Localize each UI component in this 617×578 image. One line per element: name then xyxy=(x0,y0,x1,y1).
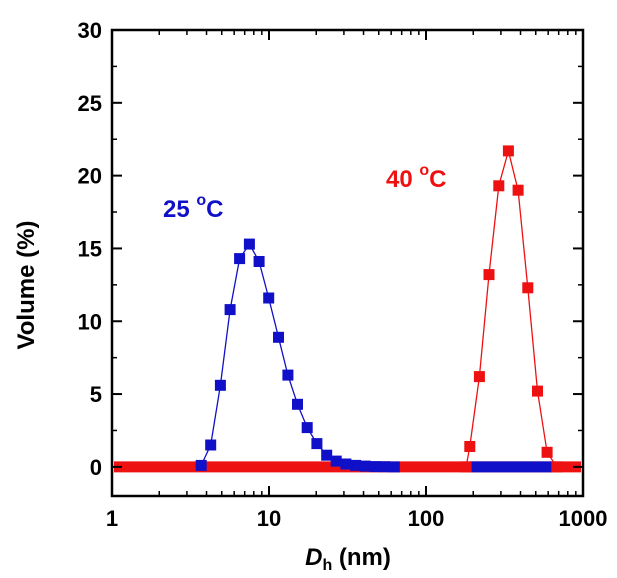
data-point-25C xyxy=(350,459,362,471)
annotation-25C: 25 oC xyxy=(163,192,224,223)
y-tick-label: 10 xyxy=(78,309,102,334)
x-tick-label: 10 xyxy=(257,506,281,531)
data-point-40C xyxy=(473,371,485,383)
x-tick-label: 100 xyxy=(408,506,445,531)
y-tick-label: 25 xyxy=(78,91,102,116)
data-point-25C xyxy=(253,256,265,267)
annotation-40C-unit: C xyxy=(429,166,446,193)
y-tick-label: 0 xyxy=(90,455,102,480)
y-tick-label: 30 xyxy=(78,18,102,43)
data-point-40C xyxy=(522,282,534,294)
data-point-25C xyxy=(359,460,371,472)
y-tick-label: 5 xyxy=(90,382,102,407)
data-point-25C xyxy=(292,398,303,410)
series-line-40C xyxy=(465,148,558,468)
x-tick-label: 1000 xyxy=(559,506,608,531)
data-point-40C xyxy=(460,461,472,473)
series-line-25C xyxy=(200,242,395,468)
data-point-40C xyxy=(502,145,514,157)
data-point-40C xyxy=(541,446,553,458)
x-axis-label-unit: (nm) xyxy=(332,544,391,571)
data-point-40C xyxy=(493,180,505,192)
data-point-25C xyxy=(379,461,391,473)
data-point-25C xyxy=(282,369,294,381)
data-point-25C xyxy=(330,455,342,467)
annotation-25C-unit: C xyxy=(206,196,223,223)
data-point-25C xyxy=(263,292,275,304)
data-point-25C xyxy=(321,449,333,461)
data-point-25C xyxy=(301,422,313,434)
data-point-25C xyxy=(214,379,226,391)
data-point-25C xyxy=(369,461,381,473)
data-point-40C xyxy=(532,385,543,397)
x-axis-label-subscript: h xyxy=(322,557,332,574)
data-point-40C xyxy=(512,184,524,196)
series-layer xyxy=(114,145,581,473)
annotation-40C-degree: o xyxy=(419,162,429,179)
data-point-40C xyxy=(483,269,495,281)
x-axis-label: Dh (nm) xyxy=(305,544,391,574)
plot-frame xyxy=(110,28,585,498)
data-point-25C xyxy=(243,238,255,250)
y-tick-label: 20 xyxy=(78,164,102,189)
annotation-25C-degree: o xyxy=(196,192,206,209)
data-point-25C xyxy=(340,458,352,470)
data-point-25C xyxy=(388,461,400,473)
y-axis-label: Volume (%) xyxy=(13,221,40,350)
y-tick-label: 15 xyxy=(78,236,102,261)
data-point-40C xyxy=(551,461,563,473)
data-point-25C xyxy=(224,304,236,316)
x-axis-label-symbol: D xyxy=(305,544,322,571)
x-tick-label: 1 xyxy=(106,506,118,531)
axes-layer: 0 5 10 15 20 25 30 1 10 100 1000 xyxy=(78,18,608,531)
annotation-40C: 40 oC xyxy=(386,162,447,193)
data-point-25C xyxy=(205,439,217,451)
data-point-25C xyxy=(273,331,284,343)
data-point-25C xyxy=(311,438,323,450)
data-point-40C xyxy=(464,441,476,452)
data-point-25C xyxy=(234,253,246,265)
data-point-25C xyxy=(195,459,207,471)
